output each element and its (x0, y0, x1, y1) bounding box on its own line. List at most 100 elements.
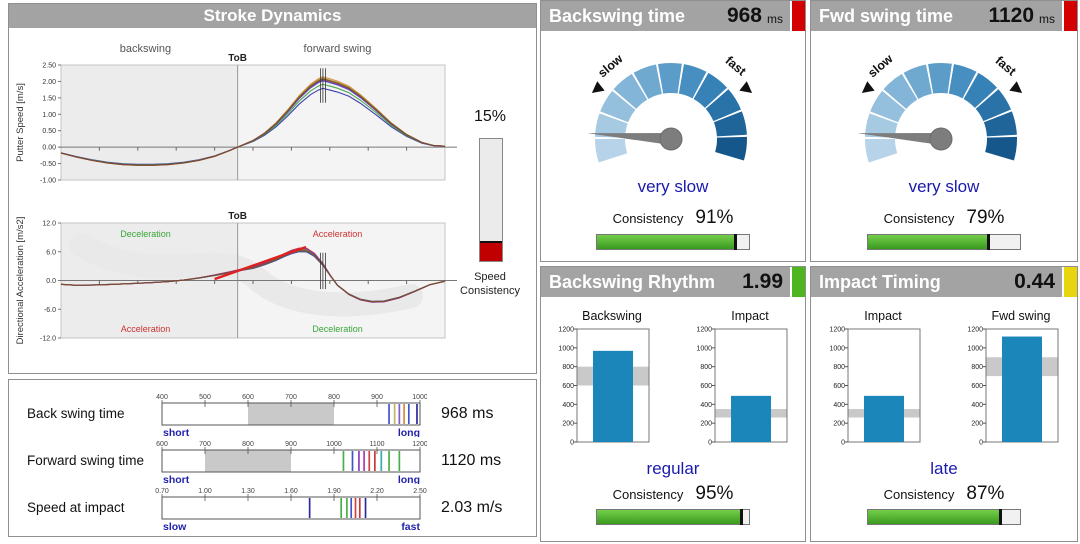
speed-consistency-percent: 15% (473, 108, 507, 125)
consistency-value: 95% (695, 483, 734, 504)
speed-gauge: slow fast (857, 51, 1023, 163)
consistency-fill (868, 510, 1001, 524)
y-tick-label: 600 (833, 383, 845, 390)
consistency-marker (999, 509, 1003, 525)
consistency-row: Consistency 91% (541, 207, 805, 229)
tick-label: 1.00 (198, 488, 212, 495)
scale-max-label: long (398, 474, 420, 484)
consistency-row: Consistency 95% (541, 483, 805, 505)
y-tick-label: 1.50 (42, 95, 56, 102)
backswing-time-scale: 400 500 600 700 800 900 1000 short long (156, 394, 427, 437)
y-tick-label: 1200 (558, 327, 574, 334)
rating-text: regular (646, 459, 700, 478)
backswing-time-panel: Backswing time 968 ms slow fast very slow… (540, 0, 806, 262)
consistency-value: 87% (966, 483, 1005, 504)
y-axis-label: Directional Acceleration [m/s2] (15, 217, 26, 345)
y-tick-label: 0 (708, 440, 712, 447)
mini-chart-title: Impact (731, 309, 769, 323)
tob-label: ToB (228, 211, 247, 222)
y-tick-label: 600 (700, 383, 712, 390)
rating-text: late (930, 459, 958, 478)
rating-text: very slow (908, 177, 980, 196)
panel-value: 1120 (988, 4, 1034, 27)
speed-gauge: slow fast (587, 51, 753, 163)
backswing-rhythm-panel: Backswing Rhythm 1.99 Backswing 0 200 400 6… (540, 266, 806, 542)
quadrant-label: Acceleration (121, 324, 171, 334)
scale-label: Back swing time (27, 406, 125, 421)
y-tick-label: 1200 (696, 327, 712, 334)
backswing-label: backswing (120, 43, 171, 55)
scale-value: 2.03 m/s (441, 498, 503, 516)
y-tick-label: -1.00 (40, 178, 56, 185)
fast-arrow-icon (739, 81, 753, 94)
y-tick-label: 2.00 (42, 79, 56, 86)
mini-charts-row: Backswing 0 200 400 600 800 1000 1200 Impact 0… (541, 309, 805, 462)
y-tick-label: -12.0 (40, 336, 56, 343)
tob-label: ToB (228, 53, 247, 64)
gauge-segment (985, 136, 1017, 161)
gauge-segment (693, 72, 728, 108)
fast-label: fast (723, 53, 750, 79)
bar-chart: 0 200 400 600 800 1000 1200 (558, 327, 650, 447)
gauge-segment (928, 63, 952, 94)
panel-header: Backswing Rhythm 1.99 (541, 267, 805, 297)
y-tick-label: 400 (971, 402, 983, 409)
speed-at-impact-scale: 0.70 1.00 1.30 1.60 1.90 2.20 2.50 slow fast (155, 488, 427, 531)
target-band (248, 403, 334, 424)
gauge-segment (715, 136, 747, 161)
tick-label: 1000 (412, 394, 427, 401)
consistency-row: Consistency 87% (811, 483, 1077, 505)
consistency-bar (867, 234, 1021, 250)
y-tick-label: 2.50 (42, 63, 56, 70)
tick-label: 2.20 (370, 488, 384, 495)
slow-arrow-icon (591, 81, 605, 94)
y-tick-label: 800 (562, 364, 574, 371)
tick-label: 800 (328, 394, 340, 401)
consistency-label: Consistency (883, 487, 955, 502)
slow-arrow-icon (861, 81, 875, 94)
consistency-bar (867, 509, 1021, 525)
tick-label: 600 (242, 394, 254, 401)
panel-value: 968 (726, 4, 762, 27)
consistency-fill (597, 510, 742, 524)
forward-swing-time-row: Forward swing time 600 700 800 900 1000 1100 1… (9, 437, 536, 484)
slow-label: slow (865, 51, 895, 80)
target-band (205, 450, 291, 471)
status-indicator (790, 267, 805, 297)
y-tick-label: 1200 (967, 327, 983, 334)
speed-consistency-fill (480, 240, 502, 261)
y-tick-label: -0.50 (40, 161, 56, 168)
mini-chart-fwd-swing: Fwd swing 0 200 400 600 800 1000 1200 (958, 309, 1068, 462)
plot-frame (60, 64, 446, 181)
scale-label: Speed at impact (27, 500, 125, 515)
consistency-value: 91% (695, 207, 734, 228)
y-tick-label: 0.50 (42, 128, 56, 135)
bar-chart: 0 200 400 600 800 1000 1200 (829, 327, 921, 447)
y-tick-label: 1000 (558, 345, 574, 352)
consistency-label: Consistency (612, 211, 684, 226)
forward-swing-time-scale: 600 700 800 900 1000 1100 1200 short long (156, 441, 427, 484)
tick-label: 600 (156, 441, 168, 448)
panel-header: Fwd swing time 1120 ms (811, 1, 1077, 31)
tick-label: 900 (285, 441, 297, 448)
y-tick-label: 200 (833, 421, 845, 428)
quadrant-label: Acceleration (313, 229, 363, 239)
tick-label: 700 (199, 441, 211, 448)
value-bar (593, 350, 633, 442)
y-tick-label: 12.0 (42, 221, 56, 228)
stroke-dynamics-title: Stroke Dynamics (9, 4, 536, 28)
scale-value: 1120 ms (441, 451, 502, 469)
status-indicator (1062, 267, 1077, 297)
gauge-segment (705, 89, 742, 122)
consistency-label: Consistency (612, 487, 684, 502)
y-tick-label: 1200 (829, 327, 845, 334)
mini-chart-impact: Impact 0 200 400 600 800 1000 1200 (820, 309, 930, 462)
y-tick-label: 0 (570, 440, 574, 447)
tick-label: 2.50 (413, 488, 427, 495)
panel-title: Impact Timing (819, 271, 941, 292)
panel-header: Impact Timing 0.44 (811, 267, 1077, 297)
value-bar (1002, 336, 1042, 442)
scale-max-label: fast (401, 521, 420, 531)
panel-value: 0.44 (1014, 270, 1055, 293)
